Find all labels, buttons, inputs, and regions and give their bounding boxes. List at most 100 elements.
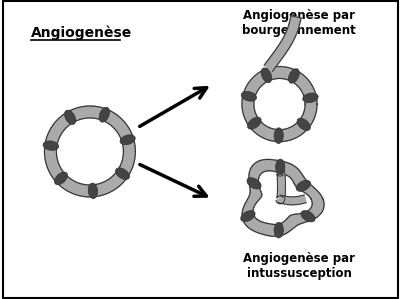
Polygon shape [250, 189, 261, 193]
Polygon shape [103, 182, 109, 193]
Polygon shape [312, 200, 324, 201]
Polygon shape [115, 121, 124, 129]
Polygon shape [49, 132, 60, 137]
Polygon shape [242, 101, 254, 102]
Text: Angiogenèse: Angiogenèse [30, 25, 132, 39]
Polygon shape [259, 223, 265, 233]
Polygon shape [302, 116, 313, 122]
Polygon shape [282, 222, 284, 234]
Polygon shape [303, 213, 313, 219]
Polygon shape [290, 70, 296, 81]
Polygon shape [287, 164, 291, 176]
Polygon shape [98, 107, 102, 119]
Polygon shape [267, 159, 271, 171]
Polygon shape [305, 108, 316, 111]
Polygon shape [291, 168, 298, 179]
Polygon shape [271, 160, 274, 171]
Polygon shape [285, 129, 288, 141]
Polygon shape [268, 129, 272, 140]
Polygon shape [120, 165, 131, 171]
Polygon shape [269, 159, 272, 171]
Polygon shape [289, 69, 294, 80]
Ellipse shape [241, 91, 257, 101]
Polygon shape [245, 217, 255, 225]
Polygon shape [119, 168, 130, 174]
Polygon shape [243, 207, 254, 211]
Polygon shape [119, 128, 130, 135]
Polygon shape [299, 80, 308, 88]
Polygon shape [57, 174, 66, 183]
Polygon shape [83, 184, 85, 196]
Polygon shape [300, 119, 310, 127]
Polygon shape [248, 83, 258, 90]
Polygon shape [46, 139, 58, 143]
Polygon shape [251, 167, 259, 176]
Polygon shape [267, 224, 271, 235]
Polygon shape [303, 90, 314, 95]
Polygon shape [53, 125, 63, 132]
Polygon shape [298, 182, 308, 188]
Polygon shape [267, 159, 271, 171]
Polygon shape [286, 68, 289, 79]
Polygon shape [305, 101, 317, 103]
Polygon shape [250, 120, 259, 127]
Polygon shape [63, 115, 70, 125]
Polygon shape [114, 174, 124, 183]
Polygon shape [312, 200, 324, 201]
Polygon shape [247, 84, 258, 91]
Polygon shape [280, 67, 281, 78]
Polygon shape [303, 90, 314, 94]
Polygon shape [249, 184, 260, 190]
Polygon shape [246, 116, 257, 122]
Polygon shape [45, 158, 57, 160]
Polygon shape [269, 224, 273, 236]
Polygon shape [288, 128, 293, 139]
Polygon shape [244, 113, 255, 117]
Polygon shape [92, 106, 94, 118]
Polygon shape [242, 208, 253, 213]
Polygon shape [299, 80, 309, 88]
Polygon shape [110, 178, 117, 188]
Polygon shape [303, 89, 314, 94]
Polygon shape [242, 98, 254, 101]
Polygon shape [54, 172, 64, 180]
Polygon shape [90, 106, 91, 118]
Polygon shape [243, 215, 253, 221]
Polygon shape [124, 154, 135, 155]
Polygon shape [306, 191, 318, 194]
Polygon shape [45, 152, 57, 153]
Polygon shape [122, 137, 133, 141]
Polygon shape [45, 150, 57, 151]
Polygon shape [298, 122, 307, 130]
Polygon shape [305, 97, 316, 99]
Polygon shape [249, 119, 259, 127]
Polygon shape [47, 161, 58, 165]
Polygon shape [254, 164, 261, 174]
Ellipse shape [43, 141, 59, 150]
Ellipse shape [274, 128, 284, 144]
Polygon shape [97, 184, 101, 196]
Polygon shape [71, 182, 77, 193]
Polygon shape [85, 106, 87, 118]
Polygon shape [290, 167, 296, 178]
Polygon shape [273, 67, 275, 79]
Polygon shape [243, 206, 254, 210]
Polygon shape [269, 129, 273, 140]
Polygon shape [283, 162, 285, 174]
Polygon shape [47, 135, 59, 140]
Polygon shape [244, 113, 255, 118]
Polygon shape [297, 181, 307, 188]
Polygon shape [265, 160, 269, 171]
Polygon shape [254, 164, 261, 173]
Polygon shape [90, 185, 91, 197]
Polygon shape [302, 115, 314, 120]
Polygon shape [247, 219, 257, 227]
Polygon shape [259, 161, 265, 172]
Polygon shape [105, 111, 112, 122]
Polygon shape [249, 196, 261, 197]
Polygon shape [246, 86, 257, 92]
Polygon shape [288, 69, 293, 80]
Polygon shape [275, 129, 277, 141]
Polygon shape [300, 214, 310, 221]
Polygon shape [122, 159, 134, 163]
